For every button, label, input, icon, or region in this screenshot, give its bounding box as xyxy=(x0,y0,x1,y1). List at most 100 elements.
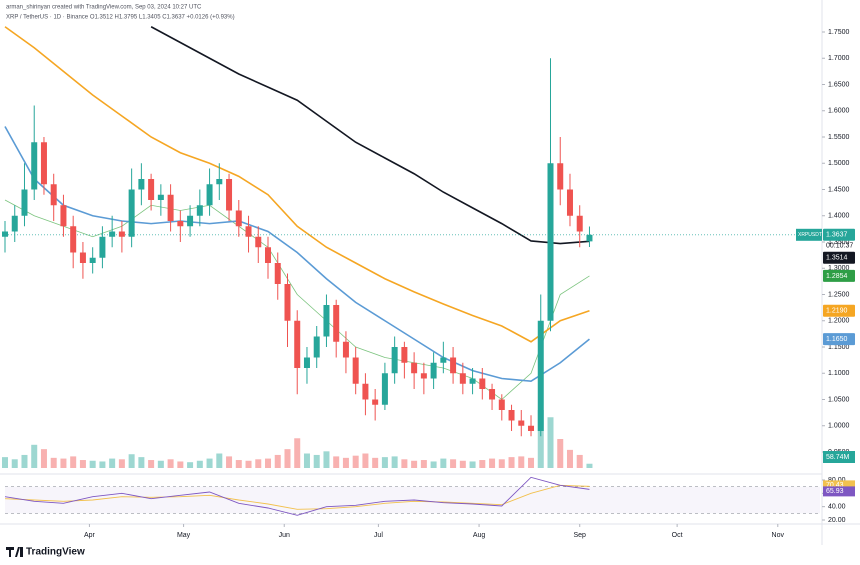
volume-bar xyxy=(508,457,515,468)
candle-body xyxy=(2,231,8,237)
symbol-tag: XRPUSDT xyxy=(798,232,822,238)
rsi-tick-label: 80.00 xyxy=(828,477,846,484)
volume-bar xyxy=(372,457,379,468)
volume-bar xyxy=(138,457,145,468)
candle-body xyxy=(391,347,398,374)
volume-bar xyxy=(245,460,252,468)
candle-body xyxy=(99,236,106,258)
volume-bar xyxy=(547,417,554,468)
x-tick-label: Aug xyxy=(473,532,486,539)
candle-body xyxy=(489,389,496,400)
price-label: 1.2190 xyxy=(826,308,848,315)
volume-bar xyxy=(313,454,320,468)
volume-bar xyxy=(2,457,8,468)
volume-bar xyxy=(196,460,203,468)
rsi-label: 70.43 xyxy=(826,482,844,489)
logo-mark xyxy=(6,547,23,557)
rsi-label: 65.93 xyxy=(826,488,844,495)
y-tick-label: 1.3000 xyxy=(828,265,850,272)
candle-body xyxy=(31,142,38,190)
y-tick-label: 1.7500 xyxy=(828,29,850,36)
volume-bar xyxy=(411,460,418,468)
volume-bar xyxy=(79,460,86,468)
volume-bar xyxy=(157,460,164,468)
candle-body xyxy=(411,362,418,374)
candle-body xyxy=(60,205,67,227)
candle-body xyxy=(226,179,233,211)
y-tick-label: 1.4500 xyxy=(828,186,850,193)
candle-body xyxy=(79,252,86,263)
rsi-line xyxy=(4,476,590,516)
candle-body xyxy=(372,399,379,405)
volume-bar xyxy=(31,444,38,468)
volume-bar xyxy=(557,439,564,468)
rsi-label-box xyxy=(823,480,855,491)
rsi-label-box xyxy=(823,486,855,497)
candle-body xyxy=(459,373,466,384)
price-label-box xyxy=(823,251,855,264)
volume-bar xyxy=(576,454,583,468)
volume-bar xyxy=(333,456,340,468)
volume-bar xyxy=(440,458,447,468)
y-tick-label: 1.7000 xyxy=(828,55,850,62)
rsi-tick-label: 20.00 xyxy=(828,517,846,524)
volume-bar xyxy=(109,458,116,468)
symbol-tag-box xyxy=(796,228,822,241)
volume-bar xyxy=(148,460,155,468)
moving-average-line xyxy=(4,26,590,343)
candle-body xyxy=(342,341,349,358)
volume-bar xyxy=(381,457,388,468)
volume-bar xyxy=(537,410,544,468)
candle-body xyxy=(528,425,535,431)
price-label-box xyxy=(823,304,855,317)
volume-bar xyxy=(70,456,77,468)
candle-body xyxy=(498,399,505,410)
volume-bar xyxy=(469,461,476,468)
candle-body xyxy=(479,378,486,389)
candle-body xyxy=(557,163,564,190)
volume-bar xyxy=(352,455,359,468)
volume-bar xyxy=(303,453,310,468)
candle-body xyxy=(157,194,164,200)
volume-bar xyxy=(489,458,496,468)
volume-bar xyxy=(177,461,184,468)
candle-body xyxy=(128,189,135,237)
volume-bar xyxy=(528,457,535,468)
volume-bar xyxy=(206,458,213,468)
y-tick-label: 1.6000 xyxy=(828,108,850,115)
candle-body xyxy=(420,373,427,379)
volume-bar xyxy=(11,459,18,468)
symbol-line: XRP / TetherUS · 1D · Binance O1.3512 H1… xyxy=(6,15,235,21)
candle-body xyxy=(265,247,272,263)
volume-bar xyxy=(99,461,106,468)
volume-bar xyxy=(89,460,96,468)
candle-body xyxy=(518,420,525,426)
candle-body xyxy=(206,184,213,206)
volume-bar xyxy=(118,459,125,468)
volume-bar xyxy=(586,463,593,468)
volume-bar xyxy=(265,458,272,468)
candle-body xyxy=(109,231,116,237)
y-tick-label: 1.0500 xyxy=(828,396,850,403)
candle-body xyxy=(566,189,573,216)
volume-bar xyxy=(274,454,281,468)
candle-body xyxy=(245,226,252,237)
candle-body xyxy=(138,179,145,190)
y-tick-label: 1.5500 xyxy=(828,134,850,141)
candle-body xyxy=(576,215,583,232)
x-tick-label: Jun xyxy=(279,532,290,539)
volume-bar xyxy=(566,449,573,468)
candle-body xyxy=(381,373,388,405)
candle-body xyxy=(235,210,242,227)
moving-average-line xyxy=(4,126,590,382)
volume-bar xyxy=(518,456,525,468)
volume-bar xyxy=(401,459,408,468)
candle-body xyxy=(508,410,515,421)
volume-bar xyxy=(450,459,457,468)
volume-bar xyxy=(21,454,28,468)
volume-bar xyxy=(235,460,242,468)
candle-body xyxy=(187,215,194,227)
volume-bar xyxy=(323,451,330,468)
volume-bar xyxy=(40,449,47,468)
